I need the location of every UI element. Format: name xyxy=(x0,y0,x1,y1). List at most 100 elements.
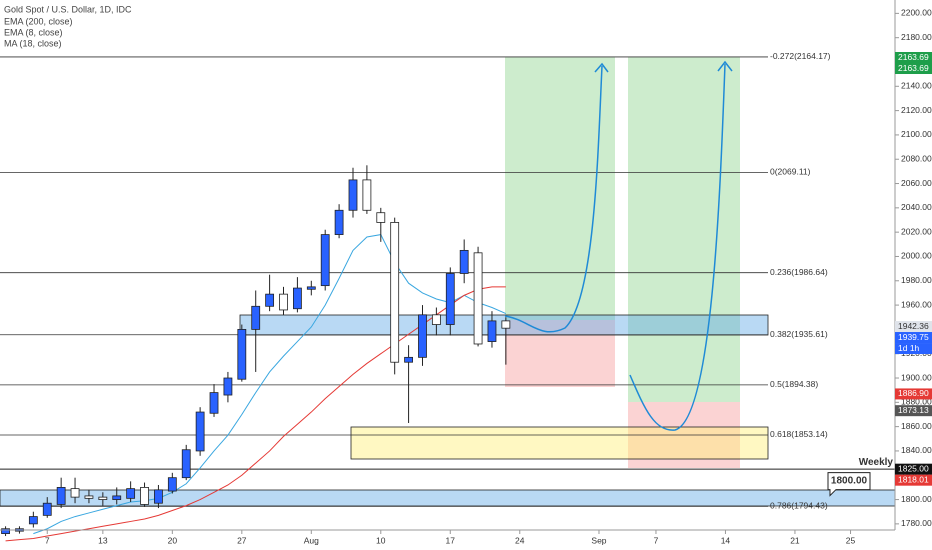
price-tag-label: 1d 1h xyxy=(898,343,920,353)
price-tag-label: 1873.13 xyxy=(898,405,929,415)
candle-body xyxy=(223,377,233,396)
candle-body xyxy=(501,320,511,329)
price-tag xyxy=(895,463,932,475)
price-tag-label: 1939.75 xyxy=(898,332,929,342)
candle-body xyxy=(279,293,288,311)
candle-body xyxy=(473,252,483,345)
y-tick-label: 1800.00 xyxy=(901,494,932,504)
demand-zone xyxy=(350,426,769,460)
y-tick-label: 1960.00 xyxy=(901,299,932,309)
candle-body xyxy=(320,234,330,287)
projection-path xyxy=(629,63,726,431)
stop-zone xyxy=(505,320,615,387)
price-tag-label: 1942.36 xyxy=(898,321,929,331)
legend-entry: MA (18, close) xyxy=(4,38,62,48)
x-tick-label: 17 xyxy=(446,535,456,545)
x-tick-label: 21 xyxy=(790,535,800,545)
y-tick-label: 1900.00 xyxy=(901,372,932,382)
y-tick-label: 2000.00 xyxy=(901,251,932,261)
candle-body xyxy=(237,328,247,380)
y-tick-label: 2080.00 xyxy=(901,153,932,163)
candle-body xyxy=(56,487,66,505)
weekly-label: Weekly xyxy=(859,457,894,468)
y-tick-label: 2200.00 xyxy=(901,8,932,18)
x-tick-label: Sep xyxy=(591,535,606,545)
fib-label: 0.236(1986.64) xyxy=(770,267,828,277)
candle-body xyxy=(181,449,191,479)
legend-entry: EMA (8, close) xyxy=(4,27,63,37)
legend-entry: EMA (200, close) xyxy=(4,16,73,26)
y-tick-label: 1880.00 xyxy=(901,397,932,407)
x-tick-label: 27 xyxy=(237,535,247,545)
y-tick-label: 2060.00 xyxy=(901,178,932,188)
legend-title: Gold Spot / U.S. Dollar, 1D, IDC xyxy=(4,4,132,14)
fib-label: 0.786(1794.43) xyxy=(770,501,828,511)
candle-body xyxy=(445,273,455,325)
candle-body xyxy=(167,477,177,492)
candle-body xyxy=(209,392,219,414)
y-tick-label: 2020.00 xyxy=(901,226,932,236)
candle-body xyxy=(404,356,413,363)
y-tick-label: 2040.00 xyxy=(901,202,932,212)
x-tick-label: 7 xyxy=(654,535,659,545)
callout-label: 1800.00 xyxy=(831,476,868,487)
price-tag-label: 1818.01 xyxy=(898,474,929,484)
price-tag-label: 1825.00 xyxy=(898,463,929,473)
y-tick-label: 1780.00 xyxy=(901,518,932,528)
arrow-head xyxy=(594,62,609,73)
candle-body xyxy=(154,489,163,504)
candle-body xyxy=(431,314,441,325)
candle-body xyxy=(1,528,10,534)
candle-body xyxy=(84,495,94,499)
y-tick-label: 1840.00 xyxy=(901,445,932,455)
price-tag xyxy=(895,405,932,417)
target-zone xyxy=(505,57,615,320)
y-tick-label: 1980.00 xyxy=(901,275,932,285)
x-tick-label: 13 xyxy=(98,535,108,545)
fib-label: -0.272(2164.17) xyxy=(770,51,831,61)
x-tick-label: 25 xyxy=(846,535,856,545)
price-tag-label: 2163.69 xyxy=(898,63,929,73)
price-tag xyxy=(895,321,932,333)
price-tag xyxy=(895,343,932,355)
price-tag-label: 2163.69 xyxy=(898,52,929,62)
price-tag-label: 1886.90 xyxy=(898,388,929,398)
candle-body xyxy=(28,516,38,525)
plot xyxy=(1,165,511,542)
candle-body xyxy=(306,286,316,290)
x-tick-label: 10 xyxy=(376,535,386,545)
candle-body xyxy=(487,320,497,342)
price-tag xyxy=(895,474,932,486)
x-tick-label: 7 xyxy=(45,535,50,545)
target-zone xyxy=(628,57,740,402)
price-tag xyxy=(895,63,932,75)
y-tick-label: 2120.00 xyxy=(901,105,932,115)
candle-body xyxy=(112,495,122,500)
fib-label: 0(2069.11) xyxy=(770,167,811,177)
candle-body xyxy=(251,305,261,330)
x-tick-label: 14 xyxy=(721,535,731,545)
price-axis: 1780.001800.001820.001840.001860.001880.… xyxy=(45,8,932,545)
indicator-line xyxy=(33,234,507,535)
candle-body xyxy=(376,212,386,223)
grid: -0.272(2164.17) 0(2069.11) 0.236(1986.64) 0… xyxy=(0,51,895,511)
candle-body xyxy=(334,209,344,235)
price-tag xyxy=(895,52,932,64)
y-tick-label: 2140.00 xyxy=(901,81,932,91)
candle-body xyxy=(418,314,427,358)
candle-body xyxy=(348,179,358,211)
candle-body xyxy=(265,293,275,307)
price-tag xyxy=(895,388,932,400)
candle-body xyxy=(362,179,372,211)
candle-body xyxy=(126,488,136,499)
x-tick-label: 20 xyxy=(168,535,178,545)
fib-label: 0.382(1935.61) xyxy=(770,329,828,339)
candle-body xyxy=(195,411,205,452)
price-tag xyxy=(895,332,932,344)
candle-body xyxy=(98,496,108,500)
callout-box xyxy=(827,472,871,497)
x-tick-label: Aug xyxy=(304,535,319,545)
fib-label: 0.618(1853.14) xyxy=(770,429,828,439)
arrow-head xyxy=(717,60,733,72)
